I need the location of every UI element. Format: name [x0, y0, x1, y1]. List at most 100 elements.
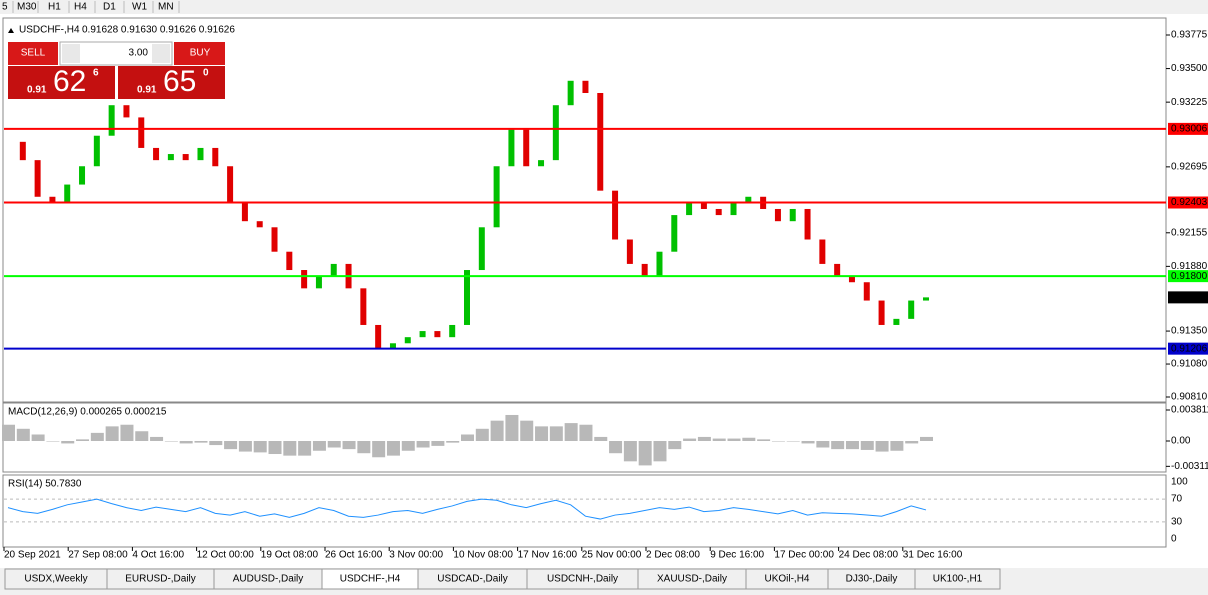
- candle: [64, 184, 71, 203]
- macd-bar: [416, 441, 430, 448]
- candle: [49, 196, 56, 203]
- timeframe[interactable]: H1: [48, 2, 61, 13]
- candle: [360, 288, 367, 325]
- candle: [656, 251, 663, 277]
- macd-bar: [564, 423, 578, 441]
- macd-bar: [283, 441, 297, 456]
- macd-bar: [224, 441, 238, 450]
- macd-bar: [890, 441, 904, 451]
- timeframe[interactable]: D1: [103, 2, 116, 13]
- candle: [893, 318, 900, 325]
- buy-button[interactable]: [174, 42, 225, 65]
- macd-bar: [164, 441, 178, 442]
- macd-bar: [845, 441, 859, 450]
- candle: [730, 202, 737, 216]
- candle: [19, 141, 26, 161]
- timeframe[interactable]: H4: [74, 2, 87, 13]
- macd-bar: [549, 426, 563, 441]
- macd-bar: [668, 441, 682, 450]
- time-label: 25 Nov 00:00: [582, 550, 642, 561]
- price-tick-label: 0.93225: [1171, 97, 1208, 108]
- macd-bar: [209, 441, 223, 446]
- tab-label: XAUUSD-,Daily: [657, 574, 727, 585]
- toolbar: [0, 0, 1208, 14]
- candle: [404, 337, 411, 344]
- tab-label: DJ30-,Daily: [846, 574, 898, 585]
- timeframe[interactable]: W1: [132, 2, 147, 13]
- candle: [167, 154, 174, 161]
- candle: [227, 166, 234, 203]
- sell-button[interactable]: [8, 42, 58, 65]
- main-panel: [2, 17, 1167, 403]
- price-tick-label: 0.93500: [1171, 63, 1208, 74]
- candle: [863, 282, 870, 301]
- candle: [819, 239, 826, 264]
- spin-down[interactable]: [62, 44, 80, 63]
- candle: [597, 92, 604, 191]
- macd-tick-label: 0.003811: [1171, 405, 1208, 416]
- candle: [834, 263, 841, 277]
- price-tick-label: 0.91350: [1171, 326, 1208, 337]
- level-label-bg: [1168, 342, 1208, 355]
- tab-label: USDCHF-,H4: [340, 574, 401, 585]
- time-label: 9 Dec 16:00: [710, 550, 764, 561]
- time-label: 31 Dec 16:00: [903, 550, 963, 561]
- candle: [315, 276, 322, 289]
- time-label: 17 Dec 00:00: [774, 550, 834, 561]
- time-label: 4 Oct 16:00: [132, 550, 184, 561]
- candle: [241, 202, 248, 222]
- macd-bar: [579, 424, 593, 441]
- candle: [908, 300, 915, 319]
- candle: [449, 324, 456, 338]
- lots-spinner[interactable]: [59, 41, 173, 66]
- candle: [715, 208, 722, 216]
- timeframe[interactable]: 5: [2, 2, 8, 13]
- candle: [493, 166, 500, 228]
- level-label: 0.91206: [1171, 343, 1208, 354]
- candle: [612, 190, 619, 240]
- time-label: 10 Nov 08:00: [453, 550, 513, 561]
- price-tick-label: 0.91880: [1171, 261, 1208, 272]
- macd-bar: [816, 441, 830, 448]
- macd-bar: [46, 441, 60, 442]
- macd-bar: [653, 441, 667, 462]
- candle: [567, 80, 574, 106]
- macd-bar: [638, 441, 652, 466]
- collapse-icon[interactable]: [8, 28, 14, 33]
- candle: [375, 324, 382, 350]
- macd-bar: [401, 441, 415, 451]
- timeframe[interactable]: M30: [17, 2, 37, 13]
- candle: [389, 343, 396, 350]
- level-label: 0.91800: [1171, 271, 1208, 282]
- level-label-bg: [1168, 270, 1208, 283]
- ohlc: 0.91628 0.91630 0.91626 0.91626: [82, 25, 235, 36]
- sell-label: SELL: [21, 48, 46, 59]
- macd-bar: [860, 441, 874, 450]
- rsi-line: [7, 498, 927, 520]
- tab[interactable]: [914, 568, 1001, 590]
- tab-label: USDCNH-,Daily: [547, 574, 618, 585]
- price-tick-label: 0.90810: [1171, 392, 1208, 403]
- macd-bar: [372, 441, 386, 458]
- current-price-label: 0.91626: [1171, 292, 1208, 303]
- macd-bar: [386, 441, 400, 456]
- candle: [197, 147, 204, 161]
- price-tick-label: 0.93775: [1171, 30, 1208, 41]
- timeframe[interactable]: MN: [158, 2, 174, 13]
- level-label-bg: [1168, 122, 1208, 135]
- time-label: 17 Nov 16:00: [518, 550, 578, 561]
- macd-bar: [505, 414, 519, 441]
- candle: [419, 331, 426, 338]
- spin-up[interactable]: [152, 44, 170, 63]
- bid-box[interactable]: [8, 66, 115, 99]
- tab-label: USDX,Weekly: [24, 574, 87, 585]
- macd-bar: [771, 441, 785, 442]
- candle: [582, 80, 589, 93]
- macd-bar: [920, 436, 933, 441]
- macd-bar: [31, 434, 45, 441]
- macd-bar: [327, 441, 341, 448]
- time-label: 3 Nov 00:00: [389, 550, 443, 561]
- time-label: 24 Dec 08:00: [839, 550, 899, 561]
- ask-box[interactable]: [118, 66, 225, 99]
